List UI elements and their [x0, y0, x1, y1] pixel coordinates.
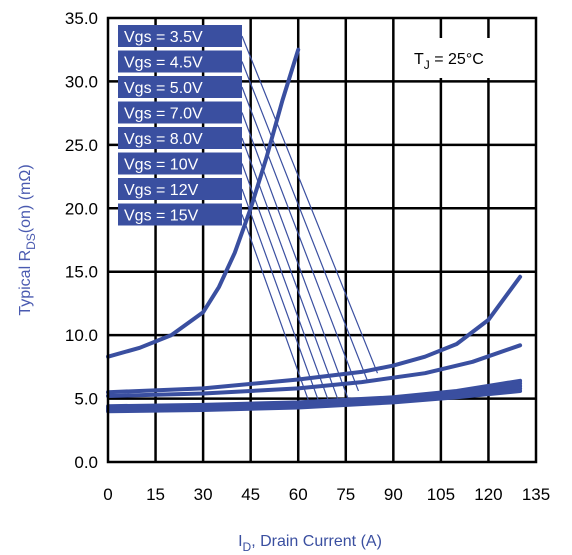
series-label: Vgs = 5.0V	[124, 80, 203, 97]
tj-annotation: TJ = 25°C	[414, 51, 484, 72]
series-line	[106, 389, 523, 414]
series-label-box	[118, 25, 242, 47]
series-line	[106, 274, 523, 395]
x-tick-label: 105	[427, 485, 455, 504]
label-leader-line	[241, 61, 369, 383]
y-tick-label: 0.0	[74, 453, 98, 472]
series-label: Vgs = 10V	[124, 157, 199, 174]
series-label-box	[118, 152, 242, 175]
x-tick-label: 30	[194, 485, 213, 504]
series-label-box	[118, 76, 242, 98]
y-tick-label: 10.0	[65, 326, 98, 345]
x-tick-label: 0	[103, 485, 112, 504]
label-leader-line	[241, 86, 360, 392]
y-tick-label: 5.0	[74, 390, 98, 409]
x-tick-label: 120	[474, 485, 502, 504]
label-leader-line	[241, 112, 350, 402]
series-label-box	[118, 203, 242, 226]
series-line	[106, 47, 301, 359]
x-axis-title: ID, Drain Current (A)	[238, 533, 382, 554]
y-tick-label: 35.0	[65, 9, 98, 28]
label-leader-line	[241, 163, 331, 406]
tj-annotation-box	[402, 38, 526, 78]
x-tick-label: 90	[384, 485, 403, 504]
x-tick-labels: 0 15 30 45 60 75 90 105 120 135	[103, 485, 550, 504]
series-label-box	[118, 178, 242, 200]
series-label-box	[118, 101, 242, 124]
plot-frame	[106, 16, 538, 464]
label-leader-line	[241, 214, 312, 408]
series-label: Vgs = 8.0V	[124, 131, 203, 148]
series-label: Vgs = 3.5V	[124, 29, 203, 46]
label-leader-lines	[241, 35, 379, 408]
y-tick-label: 15.0	[65, 263, 98, 282]
y-tick-label: 25.0	[65, 136, 98, 155]
y-axis-title: Typical RDS(on) (mΩ)	[17, 164, 38, 315]
series-label: Vgs = 12V	[124, 182, 199, 199]
y-tick-label: 30.0	[65, 72, 98, 91]
series-label: Vgs = 4.5V	[124, 55, 203, 72]
x-tick-label: 15	[146, 485, 165, 504]
x-tick-label: 45	[241, 485, 260, 504]
label-leader-line	[241, 188, 321, 407]
series-label: Vgs = 7.0V	[124, 106, 203, 123]
x-tick-label: 135	[522, 485, 550, 504]
series-label-box	[118, 127, 242, 149]
x-tick-label: 75	[336, 485, 355, 504]
series-line	[106, 343, 523, 398]
series-lines	[106, 47, 523, 414]
series-label: Vgs = 15V	[124, 208, 199, 225]
series-labels: Vgs = 3.5V Vgs = 4.5V Vgs = 5.0V Vgs = 7.0V…	[118, 25, 242, 226]
y-tick-labels: 0.0 5.0 10.0 15.0 20.0 25.0 30.0 35.0	[65, 9, 98, 472]
label-leader-line	[241, 35, 379, 374]
x-tick-label: 60	[289, 485, 308, 504]
y-tick-label: 20.0	[65, 199, 98, 218]
series-label-box	[118, 50, 242, 73]
